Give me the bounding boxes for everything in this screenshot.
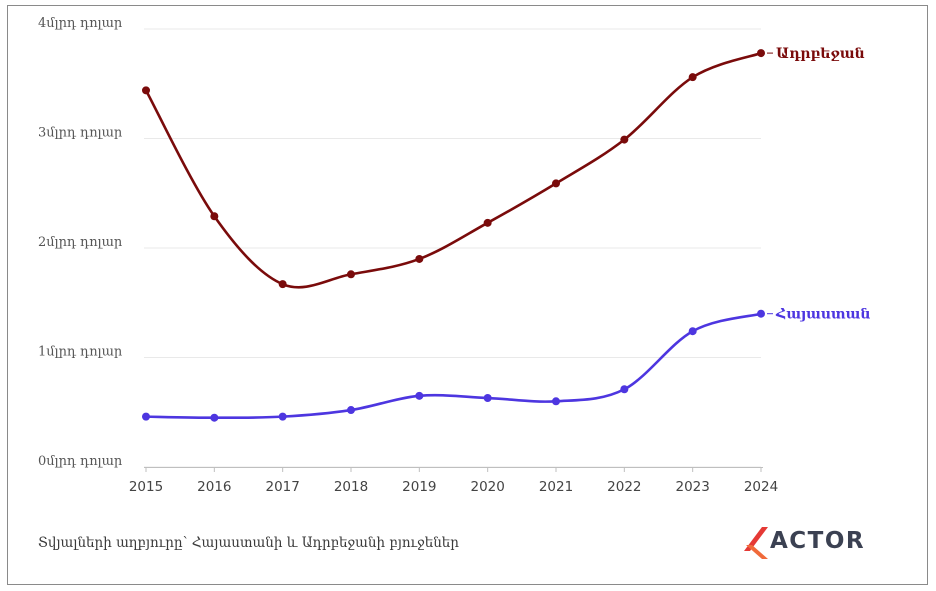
x-tick-label: 2017 (265, 479, 299, 495)
series-label: Ադրբեջան (776, 46, 865, 62)
data-point (552, 397, 560, 406)
data-point (757, 309, 765, 318)
data-point (278, 412, 287, 421)
line-chart: 0մլրդ դոլար 1մլրդ դոլար 2մլրդ դոլար 3մլրդ դ… (38, 16, 870, 495)
data-point (347, 406, 355, 415)
actor-logo-mark-icon (744, 527, 768, 559)
data-point (620, 135, 629, 144)
actor-logo-text: ACTOR (770, 528, 866, 554)
x-tick-label: 2015 (129, 479, 163, 495)
data-point (757, 49, 765, 58)
y-tick-label: 1մլրդ դոլար (38, 345, 123, 360)
x-axis: 2015 2016 2017 2018 2019 2020 2021 2022 2023 2024 (129, 467, 778, 495)
x-tick-label: 2024 (744, 479, 778, 495)
x-tick-label: 2021 (539, 479, 573, 495)
data-point (142, 86, 150, 95)
data-point (483, 218, 492, 227)
x-tick-label: 2023 (675, 479, 709, 495)
data-point (210, 212, 219, 221)
data-point (552, 179, 560, 188)
data-point (483, 394, 492, 403)
y-tick-label: 2մլրդ դոլար (38, 235, 123, 250)
x-tick-label: 2020 (470, 479, 504, 495)
series-line (144, 51, 762, 289)
data-point (278, 280, 287, 289)
data-point (142, 412, 150, 421)
x-tick-label: 2016 (197, 479, 231, 495)
data-point (688, 327, 697, 336)
chart-frame (7, 5, 928, 585)
data-point (347, 270, 355, 279)
y-axis: 0մլրդ դոլար 1մլրդ դոլար 2մլրդ դոլար 3մլրդ դ… (38, 16, 123, 469)
y-tick-label: 4մլրդ դոլար (38, 16, 123, 31)
data-point (415, 254, 424, 263)
gridlines (144, 28, 761, 468)
data-point (415, 391, 424, 400)
series-label: Հայաստան (775, 307, 870, 323)
data-point (210, 413, 219, 422)
y-tick-label: 3մլրդ դոլար (38, 126, 123, 141)
actor-logo[interactable]: ACTOR (742, 525, 872, 561)
data-point (620, 385, 629, 394)
x-tick-label: 2022 (607, 479, 641, 495)
y-tick-label: 0մլրդ դոլար (38, 454, 123, 469)
data-point (688, 73, 697, 82)
x-tick-label: 2018 (334, 479, 368, 495)
source-note: Տվյալների աղբյուրը՝ Հայաստանի և Ադրբեջան… (38, 535, 459, 551)
x-tick-label: 2019 (402, 479, 436, 495)
series-line (145, 312, 762, 420)
series-group: Ադրբեջան Հայաստան (142, 46, 870, 422)
